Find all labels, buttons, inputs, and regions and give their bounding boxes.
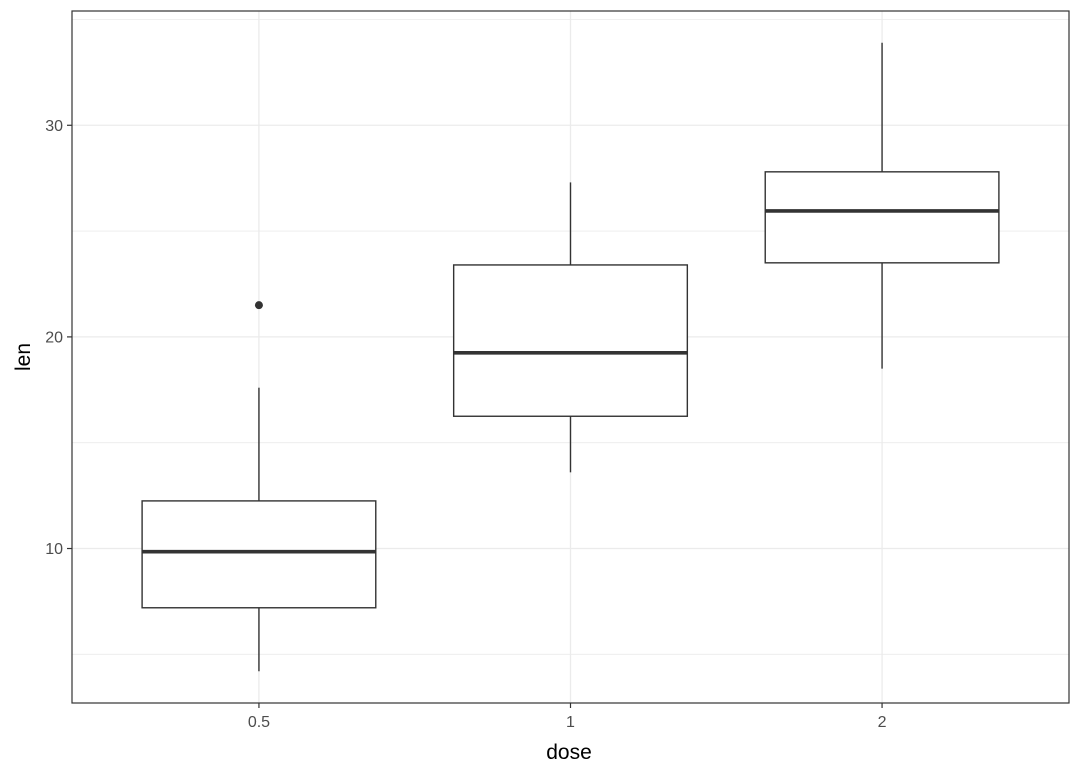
x-tick-label: 2 [878,714,887,731]
outlier-point [254,301,263,310]
box-0.5 [141,301,377,672]
y-tick-label: 20 [45,329,63,346]
iqr-box [764,171,1000,264]
y-tick-label: 30 [45,118,63,135]
y-tick-label: 10 [45,541,63,558]
box-1 [452,182,689,473]
x-tick-label: 0.5 [248,714,270,731]
x-axis-title: dose [546,741,592,764]
box-2 [764,42,1000,369]
y-axis-title: len [12,343,35,371]
x-tick-label: 1 [566,714,575,731]
iqr-box [141,500,377,609]
iqr-box [452,264,689,417]
boxplot-series [141,42,1000,672]
axes: 10 20 30 0.5 1 2 [45,118,886,731]
